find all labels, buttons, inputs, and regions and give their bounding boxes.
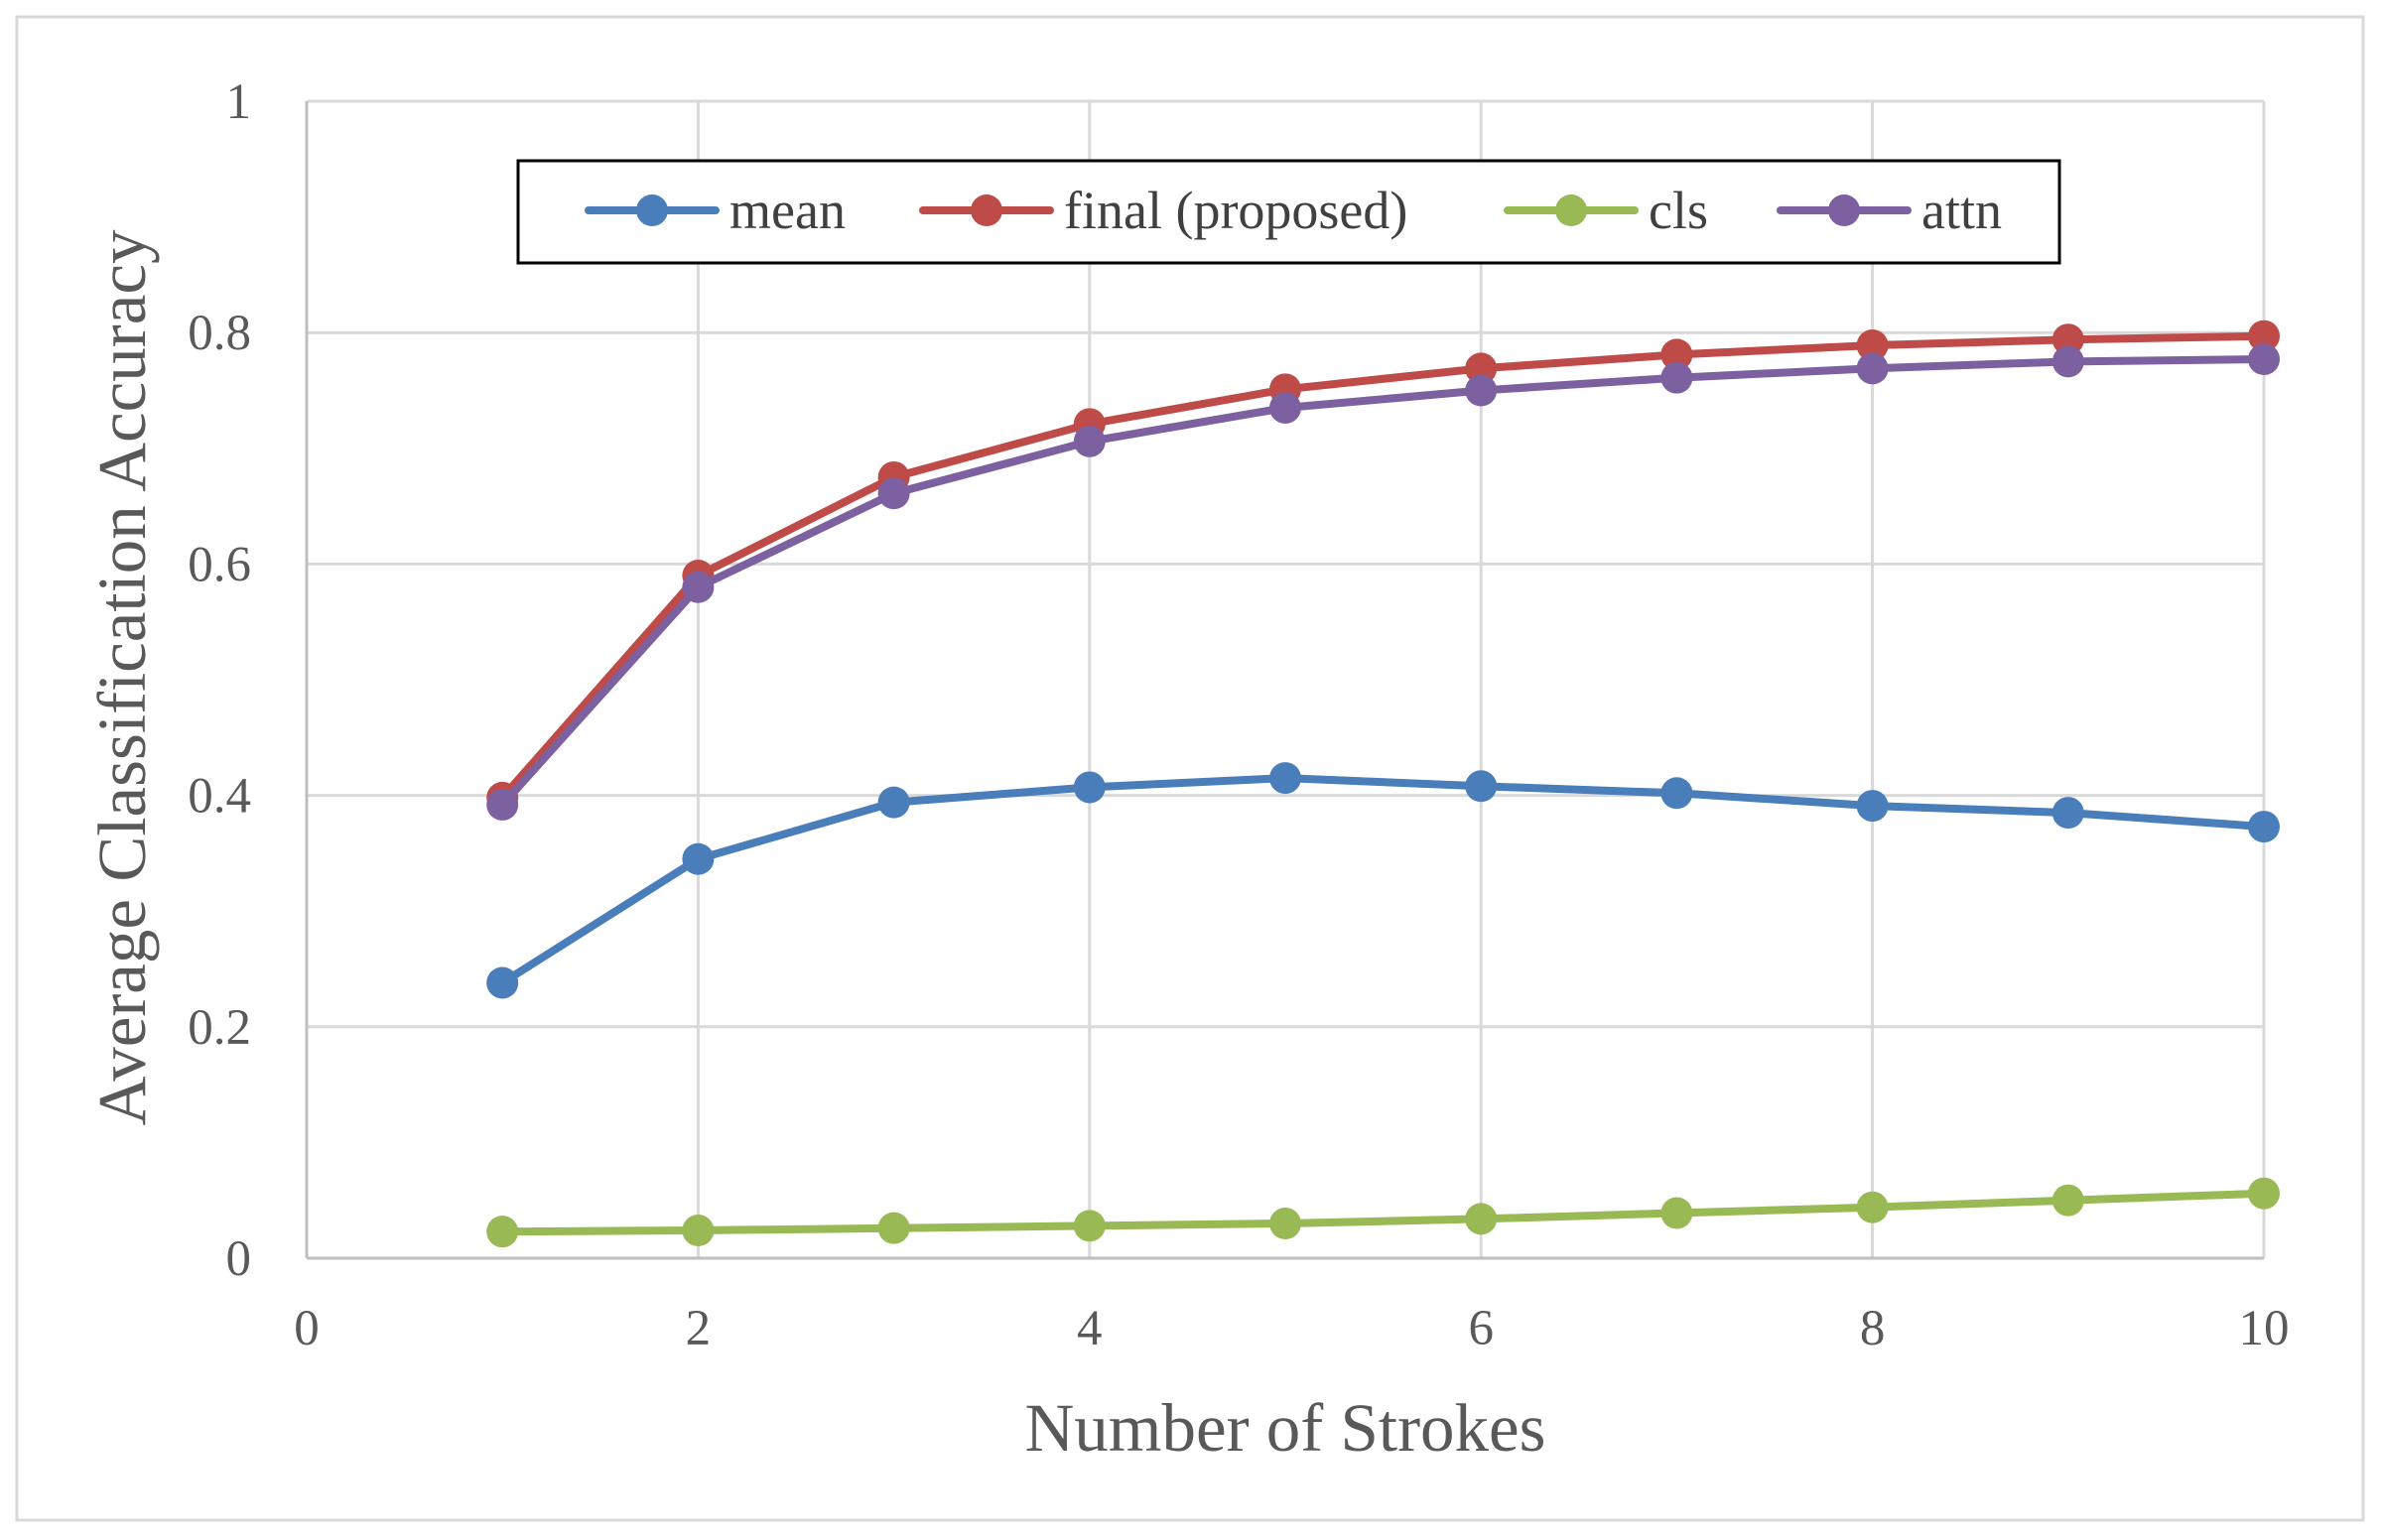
x-tick-label: 0	[294, 1301, 320, 1356]
series-attn	[486, 343, 2280, 821]
x-tick-label: 8	[1860, 1301, 1886, 1356]
data-point-attn	[486, 788, 519, 821]
x-tick-label: 10	[2239, 1301, 2290, 1356]
data-point-cls	[1660, 1197, 1693, 1229]
data-point-final-proposed	[1856, 329, 1889, 362]
data-point-mean	[1073, 771, 1106, 804]
data-point-mean	[486, 966, 519, 999]
legend-items: mean final (proposed) cls attn	[585, 181, 2002, 240]
data-point-attn	[2051, 345, 2084, 378]
y-tick-label: 0.8	[188, 306, 251, 361]
data-point-cls	[2051, 1184, 2084, 1217]
data-point-mean	[2248, 811, 2280, 843]
y-tick-label: 0.6	[188, 537, 251, 592]
data-point-mean	[877, 786, 910, 819]
data-point-attn	[1073, 425, 1106, 457]
legend-item-final-proposed: final (proposed)	[919, 181, 1407, 240]
legend-swatch-marker	[1828, 194, 1860, 226]
legend-item-attn: attn	[1777, 181, 2002, 240]
series-line-mean	[498, 774, 2268, 987]
data-point-final-proposed	[2051, 323, 2084, 356]
data-point-mean	[1465, 770, 1498, 803]
data-point-cls	[486, 1216, 519, 1248]
data-point-mean	[2051, 797, 2084, 830]
data-point-cls	[682, 1215, 715, 1247]
data-point-cls	[1073, 1210, 1106, 1242]
data-point-final-proposed	[2248, 320, 2280, 352]
data-point-attn	[877, 477, 910, 510]
legend-label: final (proposed)	[1064, 181, 1407, 240]
data-point-cls	[877, 1212, 910, 1244]
data-point-cls	[1856, 1191, 1889, 1223]
y-tick-label: 0.2	[188, 1000, 251, 1056]
data-point-attn	[2248, 343, 2280, 376]
series-lines	[486, 320, 2280, 1248]
data-point-attn	[1465, 374, 1498, 407]
data-point-mean	[1660, 777, 1693, 810]
legend-label: attn	[1921, 181, 2002, 240]
axes	[305, 101, 2264, 1260]
legend-label: cls	[1649, 181, 1708, 240]
tick-labels: 00.20.40.60.810 2 4 6 8 10	[188, 74, 2289, 1356]
data-point-attn	[682, 571, 715, 603]
data-point-cls	[1465, 1203, 1498, 1235]
data-point-cls	[1269, 1208, 1301, 1240]
x-tick-label: 4	[1077, 1301, 1103, 1356]
series-line-attn	[498, 355, 2268, 809]
gridlines	[307, 99, 2266, 1258]
series-mean	[486, 762, 2280, 999]
data-point-attn	[1660, 361, 1693, 394]
chart-frame	[15, 15, 2365, 1522]
data-point-final-proposed	[1660, 338, 1693, 371]
y-axis-title: Average Classification Accuracy	[84, 229, 160, 1125]
y-tick-label: 0	[226, 1231, 252, 1287]
y-tick-label: 0.4	[188, 769, 251, 825]
legend-label: mean	[729, 181, 846, 240]
x-tick-label: 6	[1468, 1301, 1494, 1356]
x-axis-title: Number of Strokes	[1024, 1390, 1545, 1466]
data-point-final-proposed	[1465, 352, 1498, 385]
legend-item-cls: cls	[1504, 181, 1708, 240]
legend: mean final (proposed) cls attn	[516, 159, 2061, 265]
legend-swatch-marker	[971, 194, 1002, 226]
y-tick-label: 1	[226, 74, 252, 130]
data-point-attn	[1856, 352, 1889, 385]
legend-swatch-marker	[636, 194, 668, 226]
data-point-mean	[1269, 762, 1301, 795]
series-cls	[486, 1177, 2280, 1248]
legend-swatch-marker	[1555, 194, 1587, 226]
data-point-cls	[2248, 1177, 2280, 1210]
data-point-mean	[682, 842, 715, 875]
data-point-attn	[1269, 391, 1301, 424]
data-point-mean	[1856, 790, 1889, 823]
x-tick-label: 2	[686, 1301, 712, 1356]
series-line-cls	[498, 1189, 2268, 1236]
series-line-final-proposed	[498, 331, 2268, 802]
legend-item-mean: mean	[585, 181, 846, 240]
